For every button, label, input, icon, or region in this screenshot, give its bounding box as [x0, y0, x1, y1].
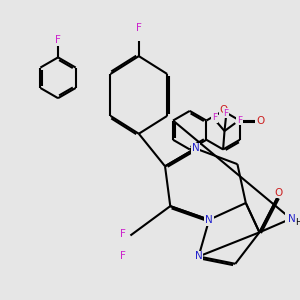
- Text: F: F: [136, 23, 142, 33]
- Text: N: N: [195, 251, 203, 262]
- Text: O: O: [274, 188, 282, 198]
- Text: O: O: [220, 105, 228, 115]
- Text: F: F: [55, 35, 61, 45]
- Text: N: N: [288, 214, 296, 224]
- Text: H: H: [295, 218, 300, 227]
- Text: N: N: [192, 143, 199, 153]
- Text: N: N: [205, 215, 213, 225]
- Text: O: O: [256, 116, 265, 125]
- Text: F: F: [237, 116, 242, 125]
- Text: F: F: [224, 109, 229, 118]
- Text: F: F: [120, 251, 126, 262]
- Text: F: F: [120, 230, 126, 239]
- Text: F: F: [212, 113, 217, 122]
